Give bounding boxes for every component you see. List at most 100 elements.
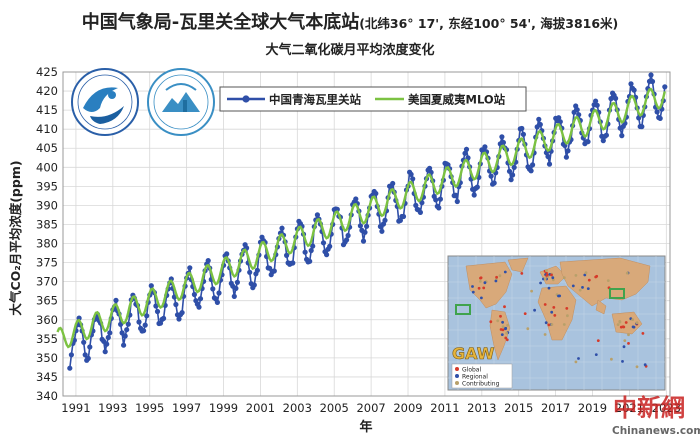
chinanews-watermark: 中新網 Chinanews.com xyxy=(612,393,700,437)
map-station-dot xyxy=(471,285,474,288)
data-point-waliguan xyxy=(67,365,73,371)
map-station-dot xyxy=(550,273,553,277)
data-point-waliguan xyxy=(105,334,111,341)
map-station-dot xyxy=(501,320,504,324)
data-point-waliguan xyxy=(360,238,367,244)
map-station-dot xyxy=(635,321,639,325)
map-station-dot xyxy=(547,323,551,327)
data-point-waliguan xyxy=(148,283,154,289)
legend-item-waliguan: 中国青海瓦里关站 xyxy=(227,93,361,107)
data-point-waliguan xyxy=(302,249,308,255)
map-station-dot xyxy=(621,360,624,363)
data-point-waliguan xyxy=(353,196,359,202)
data-point-waliguan xyxy=(499,134,505,140)
map-station-dot xyxy=(479,276,483,280)
map-station-dot xyxy=(624,321,628,324)
gaw-station-map-inset: GAW Global Regional Contributing xyxy=(447,255,666,391)
map-station-dot xyxy=(482,286,486,290)
data-point-waliguan xyxy=(603,132,610,138)
data-point-waliguan xyxy=(373,190,379,197)
map-station-dot xyxy=(610,357,613,361)
x-axis-label: 年 xyxy=(359,419,372,435)
data-point-waliguan xyxy=(585,139,591,145)
data-point-waliguan xyxy=(345,232,351,239)
data-point-waliguan xyxy=(574,107,580,113)
map-station-dot xyxy=(504,326,508,330)
map-station-dot xyxy=(622,345,626,349)
data-point-waliguan xyxy=(463,146,470,152)
data-point-waliguan xyxy=(613,95,619,101)
map-station-dot xyxy=(543,333,547,336)
map-station-dot xyxy=(499,328,503,331)
x-tick-label: 2019 xyxy=(578,401,607,415)
data-point-waliguan xyxy=(290,260,296,266)
x-tick-label: 1997 xyxy=(172,401,201,415)
y-tick-label: 380 xyxy=(36,237,58,251)
data-point-waliguan xyxy=(662,84,668,90)
data-point-waliguan xyxy=(382,217,388,223)
data-point-waliguan xyxy=(593,98,599,104)
data-point-waliguan xyxy=(142,322,148,328)
data-point-waliguan xyxy=(191,291,197,298)
data-point-waliguan xyxy=(413,202,419,208)
map-station-dot xyxy=(501,325,505,328)
map-station-dot xyxy=(562,276,566,280)
data-point-waliguan xyxy=(124,327,130,333)
data-point-waliguan xyxy=(122,333,128,339)
map-station-dot xyxy=(543,303,547,306)
map-station-dot xyxy=(623,339,627,342)
y-tick-label: 410 xyxy=(36,122,58,136)
x-tick-label: 2017 xyxy=(541,401,570,415)
y-tick-label: 375 xyxy=(36,256,58,270)
data-point-waliguan xyxy=(81,339,87,345)
data-point-waliguan xyxy=(628,81,634,87)
map-station-dot xyxy=(539,281,542,285)
y-tick-label: 415 xyxy=(36,103,58,117)
chart-title-main: 中国气象局-瓦里关全球大气本底站 xyxy=(81,12,360,33)
data-point-waliguan xyxy=(196,304,202,310)
data-point-waliguan xyxy=(508,177,514,183)
x-tick-label: 2013 xyxy=(467,401,496,415)
map-station-dot xyxy=(550,323,554,326)
data-point-waliguan xyxy=(619,133,625,139)
data-point-waliguan xyxy=(210,286,216,292)
data-point-waliguan xyxy=(528,168,534,174)
data-point-waliguan xyxy=(271,268,277,274)
map-station-dot xyxy=(562,323,566,326)
map-station-dot xyxy=(543,277,547,281)
data-point-waliguan xyxy=(68,352,74,358)
data-point-waliguan xyxy=(234,279,240,285)
map-station-dot xyxy=(553,314,557,317)
y-tick-label: 340 xyxy=(36,389,58,403)
map-station-dot xyxy=(547,286,551,290)
x-axis-ticks: 1991 1993 1995 1997 1999 2001 2003 2005 2007 2009… xyxy=(61,401,681,415)
y-tick-label: 365 xyxy=(36,294,58,308)
data-point-waliguan xyxy=(320,240,327,246)
data-point-waliguan xyxy=(216,290,222,296)
map-station-dot xyxy=(632,325,636,329)
data-point-waliguan xyxy=(153,303,159,309)
map-station-dot xyxy=(619,325,623,329)
x-tick-label: 2015 xyxy=(504,401,533,415)
data-point-waliguan xyxy=(565,148,571,154)
data-point-waliguan xyxy=(509,172,516,178)
data-point-waliguan xyxy=(104,341,110,347)
y-tick-label: 385 xyxy=(36,217,58,231)
legend: 中国青海瓦里关站 美国夏威夷MLO站 xyxy=(219,86,527,112)
data-point-waliguan xyxy=(657,115,663,121)
data-point-waliguan xyxy=(427,165,433,171)
data-point-waliguan xyxy=(556,115,562,121)
data-point-waliguan xyxy=(364,223,370,229)
data-point-waliguan xyxy=(379,228,385,234)
map-station-dot xyxy=(551,276,555,280)
map-station-dot xyxy=(571,284,575,288)
data-point-waliguan xyxy=(154,308,161,315)
x-tick-label: 2011 xyxy=(430,401,459,415)
waliguan-station-logo xyxy=(147,68,215,136)
data-point-waliguan xyxy=(179,310,185,316)
y-tick-label: 390 xyxy=(36,198,58,212)
y-tick-label: 345 xyxy=(36,370,58,384)
data-point-waliguan xyxy=(433,197,439,203)
